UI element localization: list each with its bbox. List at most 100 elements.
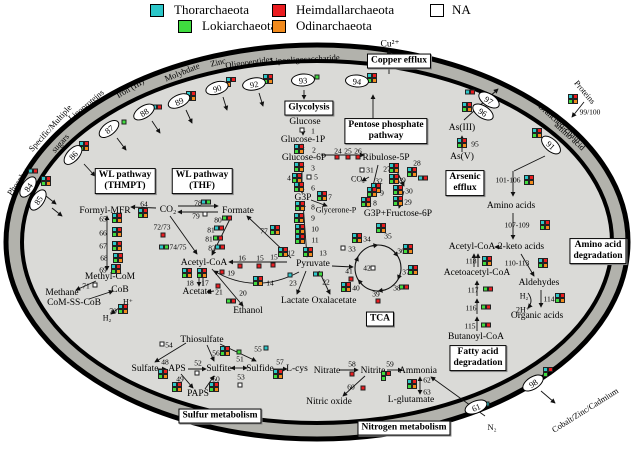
membrane-label: N₂ — [487, 422, 497, 432]
presence-cell — [543, 367, 548, 372]
step-number: 19 — [227, 268, 235, 278]
legend-label: Thorarchaeota — [174, 2, 250, 17]
step-number: 67 — [99, 241, 107, 251]
presence-cell — [117, 213, 122, 218]
presence-squares — [361, 197, 371, 207]
presence-cell — [112, 227, 117, 232]
presence-cell — [394, 179, 399, 184]
metabolite-label: Acetoacetyl-CoA — [443, 268, 511, 278]
presence-squares — [543, 367, 553, 377]
step-number: 28 — [413, 158, 421, 168]
presence-squares — [482, 256, 492, 266]
presence-squares — [540, 220, 550, 230]
presence-cell — [121, 119, 127, 125]
step-number: 31 — [366, 165, 374, 175]
metabolite-label: Oxalacetate — [311, 296, 357, 306]
presence-cell — [346, 287, 351, 292]
metabolite-label: Amino acids — [486, 201, 536, 211]
presence-cell — [215, 244, 220, 250]
presence-cell — [381, 376, 386, 381]
step-number: 114 — [543, 294, 555, 304]
presence-squares — [172, 382, 182, 392]
presence-cell — [275, 225, 280, 230]
presence-cell — [372, 78, 377, 83]
presence-cell — [292, 173, 297, 178]
step-number: 24 — [334, 146, 342, 156]
presence-squares — [220, 346, 230, 356]
presence-cell — [226, 77, 231, 82]
presence-squares — [532, 128, 542, 138]
legend-swatch-lokiarchaeota — [178, 20, 192, 33]
presence-cell — [112, 246, 117, 251]
metabolite-label: Nitrate — [313, 366, 341, 376]
step-number: 5 — [314, 172, 318, 182]
presence-squares — [465, 89, 475, 95]
step-number: 55 — [254, 344, 262, 354]
step-number: 37 — [402, 267, 410, 277]
presence-cell — [560, 298, 565, 303]
step-number: 14 — [266, 278, 274, 288]
presence-cell — [367, 187, 372, 192]
step-number: 18 — [186, 278, 194, 288]
presence-squares — [159, 244, 169, 250]
presence-cell — [295, 201, 300, 206]
arrow — [180, 373, 194, 389]
presence-cell — [367, 73, 372, 78]
arrow — [116, 137, 127, 151]
presence-squares — [263, 345, 269, 351]
step-number: 57 — [276, 357, 284, 367]
arrow — [342, 375, 366, 397]
presence-cell — [412, 379, 417, 384]
presence-squares — [215, 283, 221, 289]
presence-cell — [306, 174, 312, 180]
presence-squares — [359, 167, 365, 173]
presence-cell — [270, 225, 275, 230]
presence-squares — [306, 174, 312, 180]
presence-squares — [112, 241, 122, 251]
presence-cell — [158, 369, 163, 374]
presence-cell — [538, 258, 543, 263]
presence-cell — [215, 283, 221, 289]
presence-squares — [222, 215, 232, 221]
pathway-box: Sulfur metabolism — [178, 408, 262, 424]
presence-cell — [112, 232, 117, 237]
step-number: 39 — [372, 289, 380, 299]
step-number: 7 — [328, 192, 332, 202]
pathway-box: Amino acid degradation — [569, 238, 627, 264]
metabolite-label: As(V) — [450, 152, 474, 162]
presence-cell — [524, 175, 529, 180]
presence-cell — [349, 371, 355, 377]
presence-cell — [278, 369, 283, 374]
presence-cell — [532, 133, 537, 138]
pathway-box: WL pathway (THMPT) — [94, 168, 156, 194]
presence-cell — [202, 273, 207, 278]
presence-cell — [209, 382, 214, 387]
pathway-box: Fatty acid degradation — [449, 345, 507, 371]
presence-cell — [270, 262, 276, 268]
presence-cell — [258, 281, 263, 286]
presence-cell — [41, 181, 46, 186]
step-number: 6 — [311, 183, 315, 193]
step-number: 50 — [212, 374, 220, 384]
presence-cell — [555, 298, 560, 303]
presence-cell — [117, 232, 122, 237]
presence-squares — [182, 268, 192, 278]
presence-cell — [112, 241, 117, 246]
presence-squares — [159, 341, 165, 347]
presence-cell — [177, 387, 182, 392]
presence-cell — [470, 89, 475, 95]
pathway-box: TCA — [365, 311, 395, 327]
presence-cell — [182, 268, 187, 273]
presence-cell — [187, 273, 192, 278]
presence-cell — [389, 179, 394, 184]
presence-cell — [273, 369, 278, 374]
presence-cell — [225, 346, 230, 351]
step-number: 12 — [287, 248, 295, 258]
presence-cell — [237, 382, 243, 388]
pathway-box: Pentose phosphate pathway — [344, 118, 428, 144]
metabolite-label: 2-keto acids — [497, 242, 545, 252]
presence-squares — [334, 154, 340, 160]
step-number: 21 — [215, 287, 223, 297]
presence-cell — [116, 269, 121, 274]
presence-cell — [118, 304, 123, 309]
